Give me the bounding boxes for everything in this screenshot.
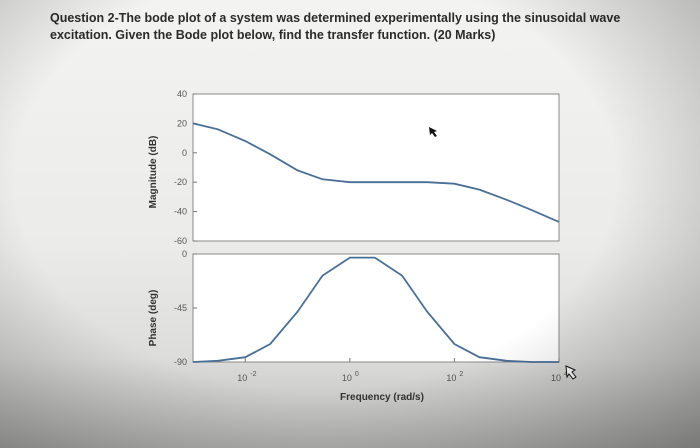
magnitude-ytick-label: -40 <box>174 207 187 217</box>
magnitude-ytick-label: 20 <box>177 118 187 128</box>
question-text: Question 2-The bode plot of a system was… <box>50 11 621 42</box>
mouse-cursor-icon <box>429 127 437 137</box>
magnitude-ytick-label: -60 <box>174 236 187 246</box>
phase-ylabel: Phase (deg) <box>148 290 159 347</box>
frequency-xtick-exponent: 2 <box>459 371 463 378</box>
magnitude-series-line <box>192 122 560 223</box>
magnitude-ytick-label: 0 <box>182 148 187 158</box>
phase-plot-area <box>192 253 560 363</box>
frequency-xlabel: Frequency (rad/s) <box>340 392 424 403</box>
frequency-xtick-label: 10 <box>446 373 456 383</box>
frequency-xtick-label: 10 <box>237 373 247 383</box>
frequency-xtick-label: 10 <box>551 373 561 383</box>
magnitude-yticks: 40 20 0 -20 -40 -60 <box>174 89 197 246</box>
mouse-cursor-icon-white <box>565 365 577 380</box>
frequency-xtick-exponent: 0 <box>355 371 359 378</box>
frequency-xtick-exponent: 4 <box>564 371 568 378</box>
magnitude-plot-area <box>192 93 560 242</box>
magnitude-ylabel: Magnitude (dB) <box>148 136 159 209</box>
frequency-xtick-exponent: -2 <box>250 371 256 378</box>
magnitude-ytick-label: -20 <box>174 177 187 187</box>
frequency-xticks: 10 -2 10 0 10 2 10 4 <box>237 358 568 383</box>
frequency-xtick-label: 10 <box>342 373 352 383</box>
phase-ytick-label: 0 <box>182 249 187 259</box>
phase-ytick-label: -90 <box>174 357 187 367</box>
phase-ytick-label: -45 <box>174 303 187 313</box>
magnitude-ytick-label: 40 <box>177 89 187 99</box>
phase-series-line <box>192 256 559 363</box>
